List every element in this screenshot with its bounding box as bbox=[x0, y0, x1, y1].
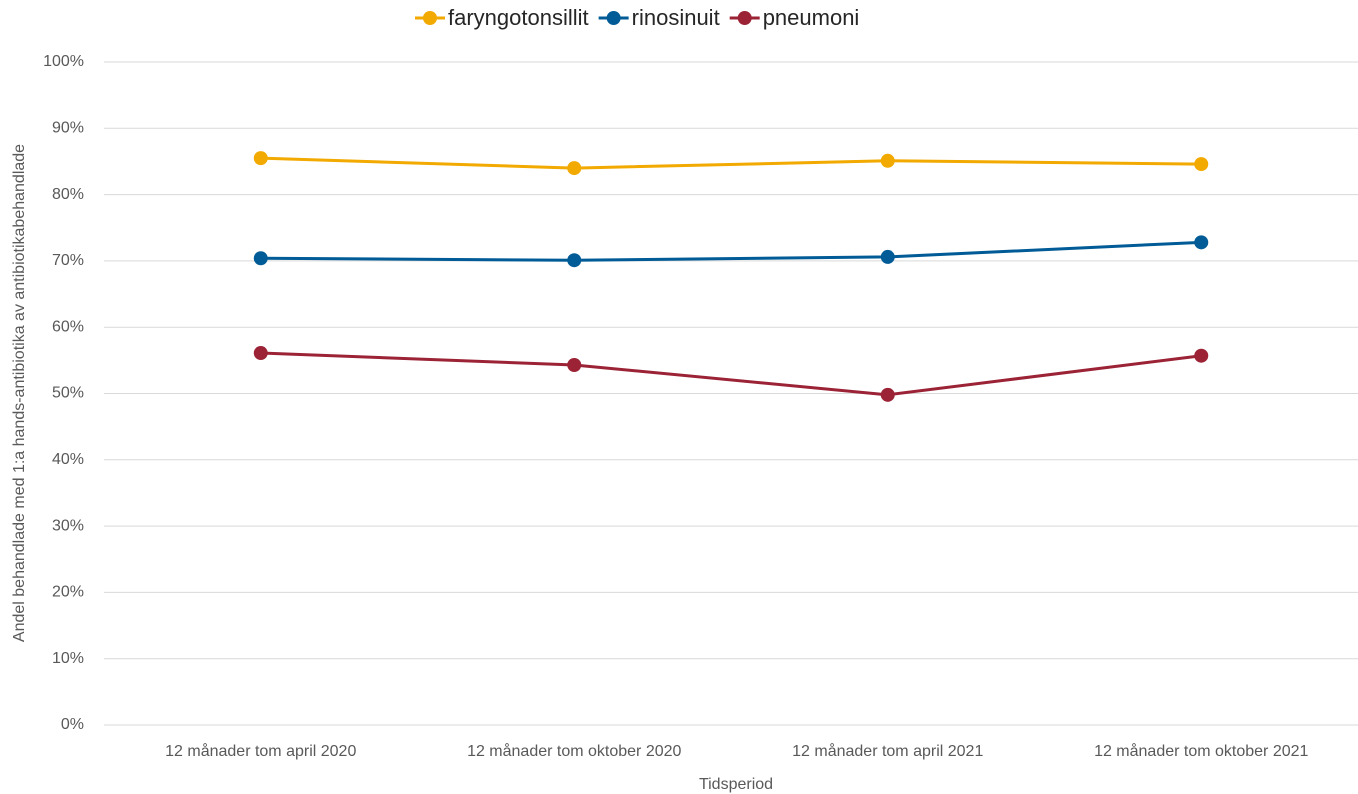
y-tick-label: 30% bbox=[52, 517, 84, 534]
x-tick-label: 12 månader tom april 2021 bbox=[792, 742, 983, 760]
y-tick-label: 80% bbox=[52, 186, 84, 203]
y-tick-label: 0% bbox=[61, 716, 84, 733]
series-line bbox=[260, 156, 1202, 170]
y-tick-label: 60% bbox=[52, 318, 84, 335]
data-point bbox=[567, 161, 582, 176]
legend-label: rinosinuit bbox=[632, 5, 720, 30]
legend-marker bbox=[423, 11, 437, 25]
data-point bbox=[1194, 348, 1209, 363]
y-tick-label: 10% bbox=[52, 650, 84, 667]
x-tick-label: 12 månader tom april 2020 bbox=[165, 742, 356, 760]
x-tick-label: 12 månader tom oktober 2021 bbox=[1094, 742, 1308, 760]
series-line bbox=[260, 240, 1202, 262]
data-point bbox=[567, 357, 582, 372]
x-axis-label: Tidsperiod bbox=[699, 776, 773, 793]
y-axis-label: Andel behandlade med 1:a hands-antibioti… bbox=[11, 144, 28, 642]
data-point bbox=[1194, 235, 1209, 250]
y-tick-label: 90% bbox=[52, 120, 84, 137]
legend-marker bbox=[737, 11, 752, 25]
legend-label: pneumoni bbox=[763, 5, 860, 30]
y-tick-label: 20% bbox=[52, 584, 84, 601]
legend-label: faryngotonsillit bbox=[448, 5, 589, 30]
data-point bbox=[253, 251, 268, 266]
y-tick-label: 70% bbox=[52, 252, 84, 269]
data-point bbox=[253, 346, 268, 361]
data-point bbox=[253, 151, 268, 166]
data-point bbox=[880, 249, 895, 264]
y-tick-label: 50% bbox=[52, 385, 84, 402]
y-tick-label: 40% bbox=[52, 451, 84, 468]
x-tick-label: 12 månader tom oktober 2020 bbox=[467, 742, 681, 760]
data-point bbox=[1194, 157, 1209, 172]
series-line bbox=[260, 351, 1202, 397]
data-point bbox=[567, 253, 582, 268]
y-tick-label: 100% bbox=[43, 53, 84, 70]
data-point bbox=[880, 387, 895, 402]
data-point bbox=[880, 153, 895, 168]
legend-marker bbox=[606, 11, 621, 25]
